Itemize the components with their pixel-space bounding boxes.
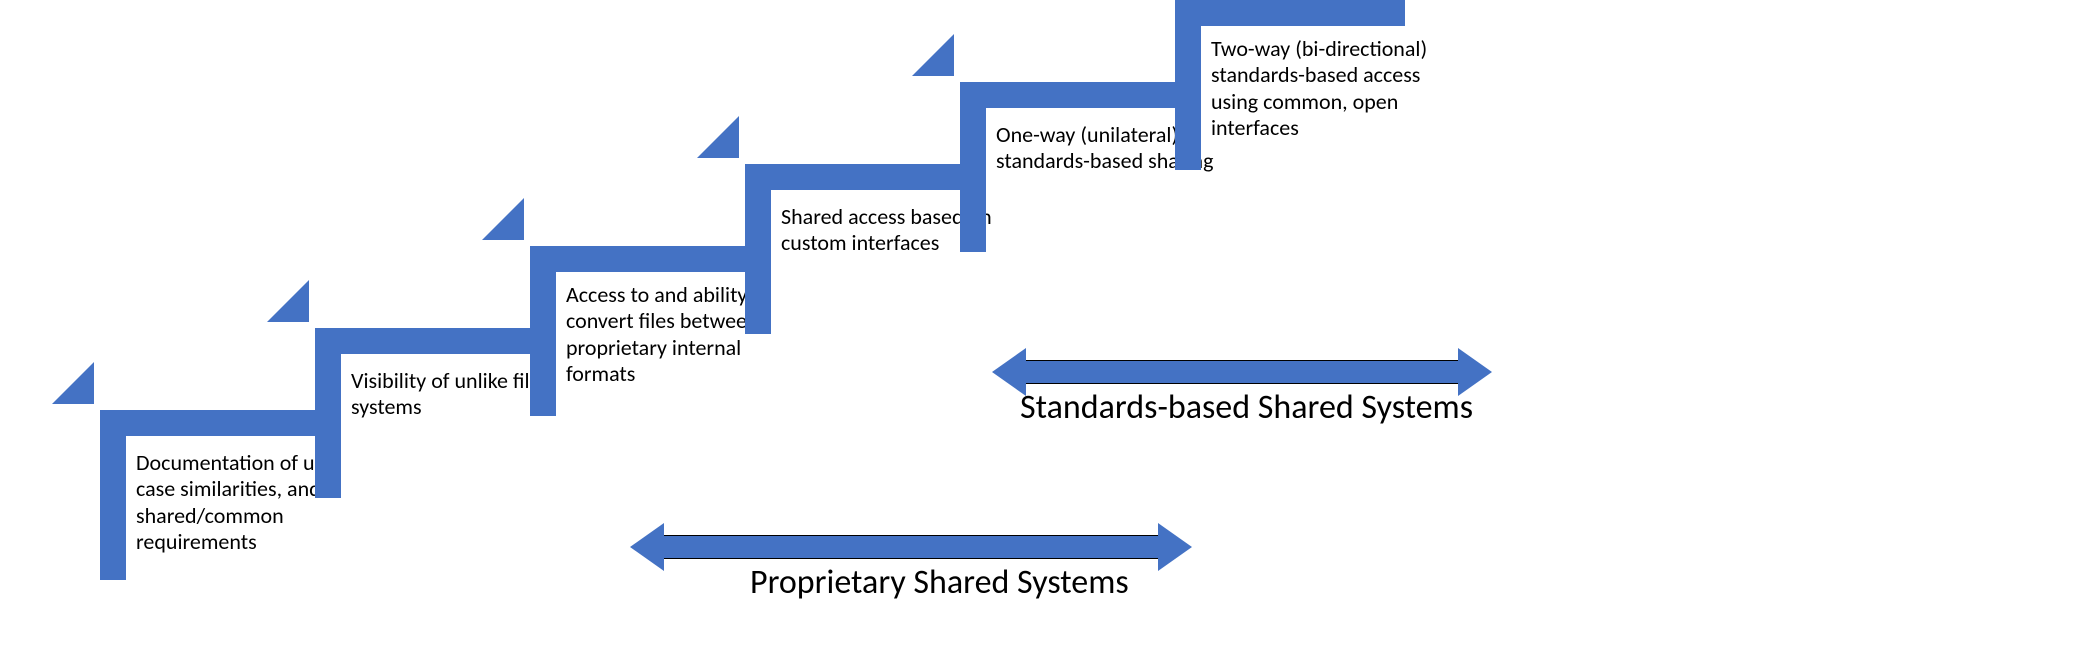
step-4: Shared access based on custom interfaces <box>745 164 985 344</box>
step-triangle-icon <box>482 198 524 240</box>
step-5: One-way (unilateral) standards-based sha… <box>960 82 1200 262</box>
step-bar-horizontal <box>315 328 545 354</box>
arrow-head-right-icon <box>1158 523 1192 571</box>
step-bar-horizontal <box>100 410 330 436</box>
step-1: Documentation of use case similarities, … <box>100 410 340 590</box>
step-3: Access to and ability to convert files b… <box>530 246 770 426</box>
step-triangle-icon <box>52 362 94 404</box>
step-bar-horizontal <box>1175 0 1405 26</box>
step-bar-horizontal <box>530 246 760 272</box>
step-triangle-icon <box>912 34 954 76</box>
arrow-shaft <box>664 535 1158 559</box>
arrow-shaft <box>1026 360 1458 384</box>
diagram-canvas: Documentation of use case similarities, … <box>0 0 2096 663</box>
step-bar-horizontal <box>745 164 975 190</box>
step-6: Two-way (bi-directional) standards-based… <box>1175 0 1415 180</box>
step-triangle-icon <box>267 280 309 322</box>
step-label: Two-way (bi-directional) standards-based… <box>1211 36 1431 142</box>
step-2: Visibility of unlike file systems <box>315 328 555 508</box>
step-bar-horizontal <box>960 82 1190 108</box>
range-arrow-label: Standards-based Shared Systems <box>1020 387 1473 428</box>
arrow-head-left-icon <box>630 523 664 571</box>
step-triangle-icon <box>697 116 739 158</box>
range-arrow-label: Proprietary Shared Systems <box>750 562 1129 603</box>
